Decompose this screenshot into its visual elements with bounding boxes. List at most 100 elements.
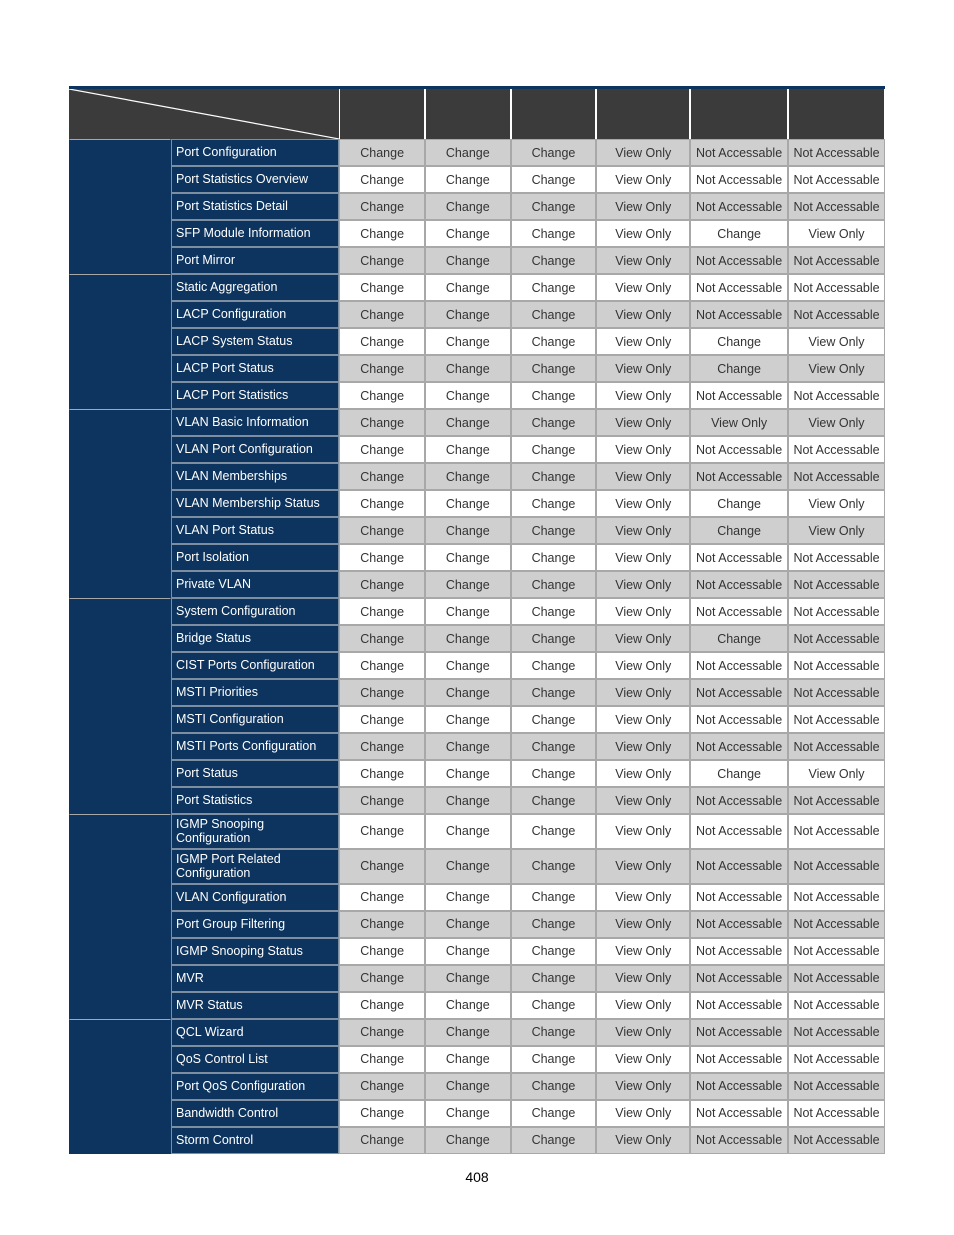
permission-cell: View Only bbox=[596, 911, 690, 938]
permission-cell: Change bbox=[339, 679, 425, 706]
permission-cell: View Only bbox=[596, 625, 690, 652]
permission-cell: Change bbox=[339, 625, 425, 652]
permission-cell: View Only bbox=[788, 409, 885, 436]
row-label: MSTI Ports Configuration bbox=[171, 733, 339, 760]
permission-cell: Not Accessable bbox=[690, 679, 788, 706]
row-label: Port Status bbox=[171, 760, 339, 787]
permission-cell: Not Accessable bbox=[690, 938, 788, 965]
row-label: IGMP Snooping Status bbox=[171, 938, 339, 965]
row-label: Port Group Filtering bbox=[171, 911, 339, 938]
permission-cell: Change bbox=[339, 436, 425, 463]
permission-cell: Change bbox=[339, 938, 425, 965]
row-label: IGMP Snooping Configuration bbox=[171, 814, 339, 849]
header-col-3 bbox=[511, 89, 597, 139]
row-label: MVR Status bbox=[171, 992, 339, 1019]
permission-cell: Change bbox=[339, 733, 425, 760]
permission-cell: Change bbox=[425, 139, 511, 166]
permission-cell: Change bbox=[690, 220, 788, 247]
permission-cell: Change bbox=[339, 220, 425, 247]
permission-cell: Not Accessable bbox=[690, 992, 788, 1019]
permission-cell: Change bbox=[339, 382, 425, 409]
permission-cell: Change bbox=[690, 517, 788, 544]
permission-cell: Not Accessable bbox=[690, 884, 788, 911]
table-row: MSTI PrioritiesChangeChangeChangeView On… bbox=[69, 679, 885, 706]
row-label: Port Configuration bbox=[171, 139, 339, 166]
permission-cell: Change bbox=[511, 301, 597, 328]
permission-cell: Not Accessable bbox=[690, 787, 788, 814]
permission-cell: Change bbox=[339, 274, 425, 301]
permission-cell: Change bbox=[425, 849, 511, 884]
permission-cell: Not Accessable bbox=[690, 1127, 788, 1154]
table-row: IGMP Port Related ConfigurationChangeCha… bbox=[69, 849, 885, 884]
table-row: MVRChangeChangeChangeView OnlyNot Access… bbox=[69, 965, 885, 992]
row-label: VLAN Memberships bbox=[171, 463, 339, 490]
permission-cell: Change bbox=[425, 409, 511, 436]
permission-cell: Change bbox=[511, 571, 597, 598]
permission-cell: Not Accessable bbox=[690, 1019, 788, 1046]
permission-cell: View Only bbox=[596, 166, 690, 193]
header-diagonal-cell bbox=[69, 89, 339, 139]
permission-cell: Change bbox=[425, 938, 511, 965]
permission-cell: Change bbox=[425, 220, 511, 247]
category-cell bbox=[69, 814, 171, 1019]
permission-cell: Not Accessable bbox=[690, 301, 788, 328]
table-row: Port StatisticsChangeChangeChangeView On… bbox=[69, 787, 885, 814]
row-label: Bridge Status bbox=[171, 625, 339, 652]
permission-cell: View Only bbox=[788, 517, 885, 544]
permission-cell: Change bbox=[339, 1127, 425, 1154]
permission-cell: View Only bbox=[690, 409, 788, 436]
permission-cell: Not Accessable bbox=[788, 139, 885, 166]
permission-cell: Change bbox=[425, 760, 511, 787]
permission-cell: Change bbox=[511, 328, 597, 355]
permission-cell: Not Accessable bbox=[788, 1019, 885, 1046]
permission-cell: Change bbox=[339, 409, 425, 436]
table-row: QCL WizardChangeChangeChangeView OnlyNot… bbox=[69, 1019, 885, 1046]
table-row: LACP ConfigurationChangeChangeChangeView… bbox=[69, 301, 885, 328]
row-label: Port Mirror bbox=[171, 247, 339, 274]
permission-cell: Not Accessable bbox=[788, 992, 885, 1019]
permission-cell: View Only bbox=[596, 328, 690, 355]
table-row: Port Statistics DetailChangeChangeChange… bbox=[69, 193, 885, 220]
permission-cell: Not Accessable bbox=[690, 1046, 788, 1073]
header-col-5 bbox=[690, 89, 788, 139]
permission-cell: Change bbox=[339, 1100, 425, 1127]
header-col-4 bbox=[596, 89, 690, 139]
permission-cell: View Only bbox=[596, 409, 690, 436]
permission-cell: Change bbox=[511, 760, 597, 787]
permission-cell: Change bbox=[425, 1019, 511, 1046]
permission-cell: Change bbox=[511, 220, 597, 247]
row-label: VLAN Basic Information bbox=[171, 409, 339, 436]
permission-cell: View Only bbox=[596, 490, 690, 517]
permission-cell: Change bbox=[339, 301, 425, 328]
table-body: Port ConfigurationChangeChangeChangeView… bbox=[69, 139, 885, 1154]
permission-cell: Not Accessable bbox=[690, 166, 788, 193]
permission-cell: Change bbox=[339, 463, 425, 490]
permission-cell: Change bbox=[511, 1127, 597, 1154]
permission-cell: Change bbox=[339, 849, 425, 884]
permission-cell: Change bbox=[425, 965, 511, 992]
permission-cell: View Only bbox=[596, 1127, 690, 1154]
header-row bbox=[69, 89, 885, 139]
permission-cell: Change bbox=[690, 760, 788, 787]
permission-cell: Not Accessable bbox=[690, 436, 788, 463]
permission-cell: Change bbox=[690, 490, 788, 517]
table-row: Port Group FilteringChangeChangeChangeVi… bbox=[69, 911, 885, 938]
permission-cell: Change bbox=[425, 814, 511, 849]
table-row: Port StatusChangeChangeChangeView OnlyCh… bbox=[69, 760, 885, 787]
permission-cell: Change bbox=[690, 328, 788, 355]
permission-cell: Change bbox=[511, 166, 597, 193]
permission-cell: Not Accessable bbox=[788, 193, 885, 220]
permission-cell: Change bbox=[690, 625, 788, 652]
table-row: VLAN Basic InformationChangeChangeChange… bbox=[69, 409, 885, 436]
permission-cell: Change bbox=[511, 1046, 597, 1073]
permission-cell: Change bbox=[425, 274, 511, 301]
permission-cell: Change bbox=[425, 911, 511, 938]
permission-cell: Not Accessable bbox=[788, 787, 885, 814]
permission-cell: Not Accessable bbox=[690, 382, 788, 409]
permission-cell: Change bbox=[511, 849, 597, 884]
row-label: Bandwidth Control bbox=[171, 1100, 339, 1127]
permission-cell: Change bbox=[339, 193, 425, 220]
permission-cell: View Only bbox=[788, 220, 885, 247]
permission-cell: Change bbox=[425, 490, 511, 517]
permission-cell: Not Accessable bbox=[690, 274, 788, 301]
